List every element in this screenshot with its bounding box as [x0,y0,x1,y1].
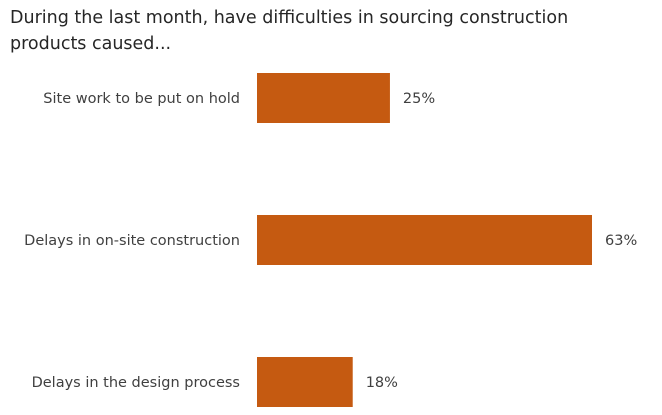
value-label-2: 63% [605,233,637,249]
chart-title: During the last month, have difficulties… [10,8,569,54]
value-label-1: 25% [403,91,435,107]
category-label-3: Delays in the design process [32,375,240,391]
value-label-3: 18% [366,375,398,391]
bar-2 [257,215,592,265]
category-label-2: Delays in on-site construction [24,233,240,249]
bars-layer: Site work to be put on hold 25% Delays in … [24,73,637,407]
bar-3 [257,357,353,407]
category-label-1: Site work to be put on hold [43,91,240,107]
bar-1 [257,73,390,123]
